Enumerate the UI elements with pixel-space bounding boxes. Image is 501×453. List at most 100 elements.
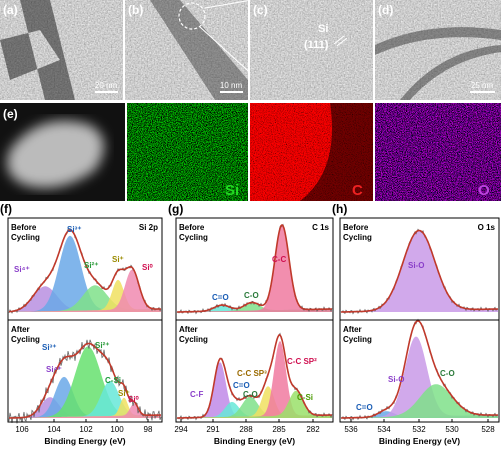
cycling-label: Cycling — [11, 233, 40, 242]
cycling-label: Before — [179, 223, 205, 232]
peak-label: C-Si — [105, 376, 121, 385]
panel-label: (d) — [378, 3, 393, 17]
peak-label: C-O — [440, 369, 455, 378]
x-tick-label: 530 — [445, 425, 459, 434]
core-level: Si 2p — [139, 223, 158, 232]
peak-label: Si⁰ — [142, 263, 154, 272]
map-shade — [300, 103, 373, 201]
cycling-label: Cycling — [11, 335, 40, 344]
peak-label: Si-O — [408, 261, 424, 270]
envelope — [9, 342, 161, 419]
peak-label: C-Si — [297, 393, 313, 402]
peak-fit — [177, 302, 332, 312]
panel-label: (e) — [3, 107, 18, 121]
panel-label: (f) — [0, 202, 12, 216]
cycling-label: Cycling — [343, 335, 372, 344]
lattice-element: Si — [318, 23, 328, 35]
peak-fit — [341, 230, 498, 312]
panel-label: (b) — [128, 3, 143, 17]
cycling-label: After — [179, 325, 198, 334]
peak-label: C=O — [212, 293, 229, 302]
peak-fit — [9, 285, 161, 312]
peak-label: Si⁴⁺ — [14, 265, 30, 274]
peak-label: Si²⁺ — [84, 261, 98, 270]
envelope — [177, 223, 332, 313]
tem-row: (a) (b) (c) (d) 20 nm 10 nm 25 nm Si (11… — [0, 0, 501, 101]
x-tick-label: 102 — [79, 425, 93, 434]
core-level: C 1s — [312, 223, 329, 232]
peak-fit — [341, 336, 498, 418]
peak-label: Si⁺ — [118, 389, 130, 398]
peak-label: Si³⁺ — [42, 343, 56, 352]
element-label: O — [478, 182, 490, 199]
x-tick-label: 98 — [144, 425, 153, 434]
peak-label: C-C SP³ — [237, 369, 267, 378]
x-tick-label: 528 — [481, 425, 495, 434]
x-tick-label: 106 — [15, 425, 29, 434]
cycling-label: Cycling — [179, 335, 208, 344]
peak-label: Si⁺ — [112, 255, 124, 264]
zoom-line — [204, 0, 253, 9]
x-tick-label: 294 — [174, 425, 188, 434]
haadf-particle — [7, 120, 104, 188]
si-map — [127, 103, 248, 201]
peak-fit — [177, 390, 332, 418]
cycling-label: Cycling — [179, 233, 208, 242]
peak-label: C-C — [272, 255, 286, 264]
panel-label: (a) — [3, 3, 18, 17]
x-tick-label: 100 — [110, 425, 124, 434]
panel-label: (c) — [253, 3, 268, 17]
scale-label: 20 nm — [95, 81, 118, 90]
envelope — [341, 319, 498, 419]
tem-particle — [150, 0, 248, 100]
peak-label: Si⁴⁺ — [46, 365, 62, 374]
peak-label: C-F — [190, 390, 203, 399]
x-tick-label: 104 — [47, 425, 61, 434]
mapping-row: (e) Si C O — [0, 103, 501, 201]
scale-label: 25 nm — [471, 81, 494, 90]
element-label: C — [352, 182, 363, 199]
cycling-label: After — [11, 325, 30, 334]
x-axis-label: Binding Energy (eV) — [379, 436, 460, 446]
x-tick-label: 288 — [239, 425, 253, 434]
x-tick-label: 532 — [412, 425, 426, 434]
envelope — [177, 334, 332, 419]
tem-image — [125, 0, 248, 100]
cycling-label: After — [343, 325, 362, 334]
x-axis-label: Binding Energy (eV) — [44, 436, 125, 446]
zoom-circle — [178, 2, 206, 30]
cycling-label: Before — [343, 223, 369, 232]
o-map — [375, 103, 501, 201]
envelope — [8, 229, 161, 313]
envelope — [341, 229, 498, 313]
cycling-label: Before — [11, 223, 37, 232]
peak-fit — [177, 396, 332, 418]
x-axis-label: Binding Energy (eV) — [214, 436, 295, 446]
peak-fit — [341, 384, 498, 418]
x-tick-label: 534 — [377, 425, 391, 434]
peak-label: Si-O — [388, 375, 404, 384]
lattice-plane: (111) — [304, 39, 329, 51]
panel-label: (h) — [332, 202, 347, 216]
x-tick-label: 536 — [344, 425, 358, 434]
tem-image — [250, 0, 373, 100]
peak-label: C-O — [244, 291, 259, 300]
peak-label: C-O — [243, 390, 258, 399]
peak-fit — [9, 346, 161, 418]
element-label: Si — [225, 182, 239, 199]
x-tick-label: 282 — [306, 425, 320, 434]
cycling-label: Cycling — [343, 233, 372, 242]
panel-label: (g) — [168, 202, 183, 216]
scale-label: 10 nm — [220, 81, 243, 90]
peak-label: Si⁰ — [128, 395, 140, 404]
peak-label: C=O — [233, 381, 250, 390]
peak-label: Si²⁺ — [95, 341, 109, 350]
tem-particle — [0, 0, 75, 100]
x-tick-label: 291 — [206, 425, 220, 434]
peak-fit — [9, 397, 161, 418]
x-tick-label: 285 — [272, 425, 286, 434]
core-level: O 1s — [478, 223, 496, 232]
peak-label: C=O — [356, 403, 373, 412]
tem-tube — [375, 27, 501, 101]
